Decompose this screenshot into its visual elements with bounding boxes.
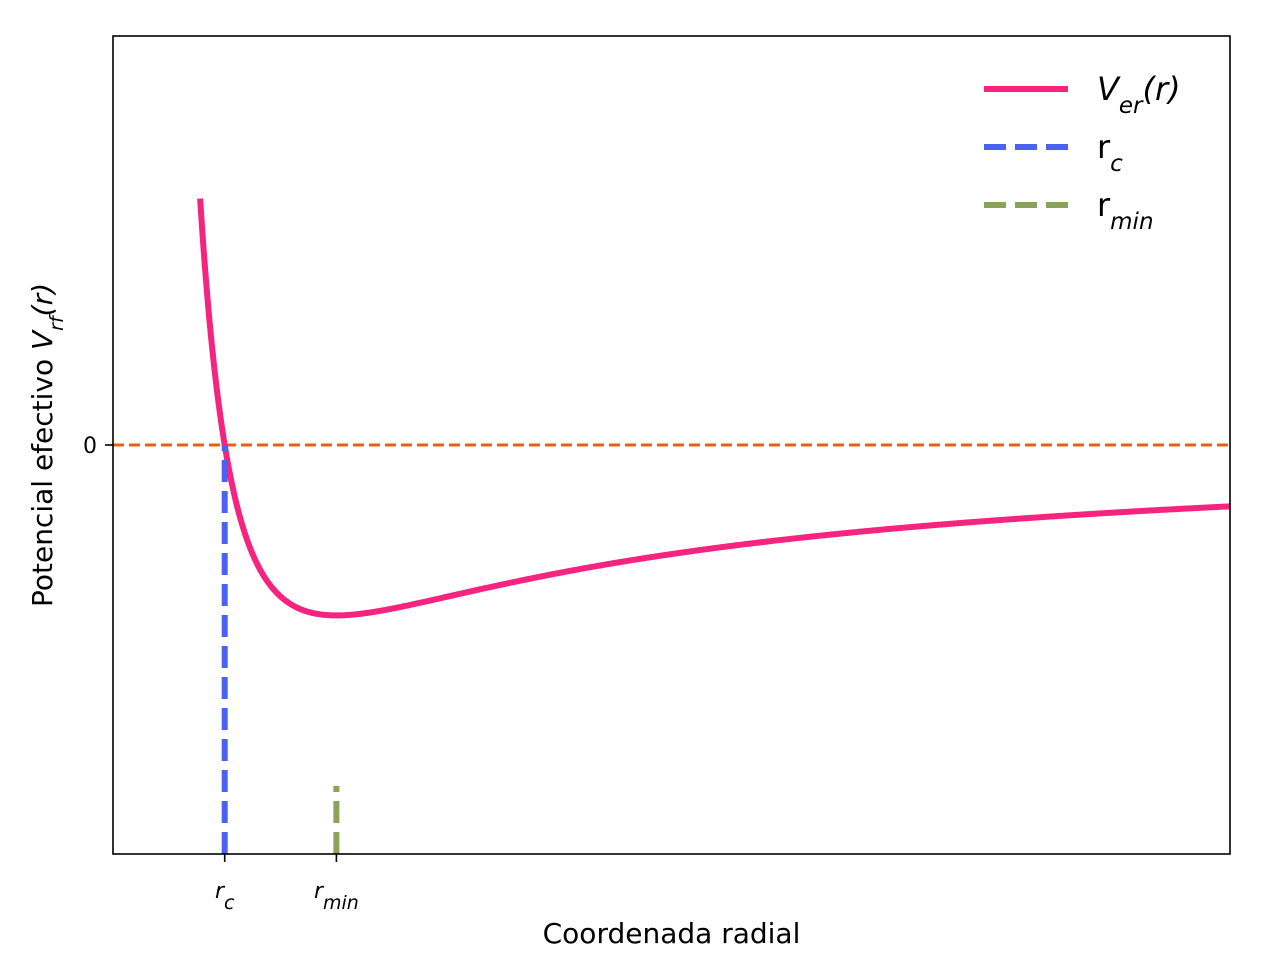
legend-item-rmin: rmin [984,186,1154,235]
y-axis-label-symbol: V [26,329,59,350]
legend-label: Ver(r) [1097,70,1181,119]
y-tick-label: 0 [83,434,97,459]
y-axis-label-subscript: rf [46,313,68,331]
legend-item-rc: rc [984,128,1123,177]
x-axis-label: Coordenada radial [543,917,801,950]
legend-label: rc [1097,128,1123,177]
x-tick-label: rmin [314,879,359,914]
y-axis-label: Potencial efectivo Vrf(r) [26,283,68,607]
legend: Ver(r) rc rmin [984,70,1181,235]
y-axis-label-suffix: (r) [26,283,59,316]
x-tick-label: rc [215,879,235,914]
legend-item-effective-potential: Ver(r) [984,70,1181,119]
series-line-effective-potential [197,198,1230,619]
legend-label: rmin [1097,186,1154,235]
y-axis-label-prefix: Potencial efectivo [26,350,59,607]
plot-area [113,198,1230,854]
tick-layer: rc rmin 0 [83,434,359,914]
